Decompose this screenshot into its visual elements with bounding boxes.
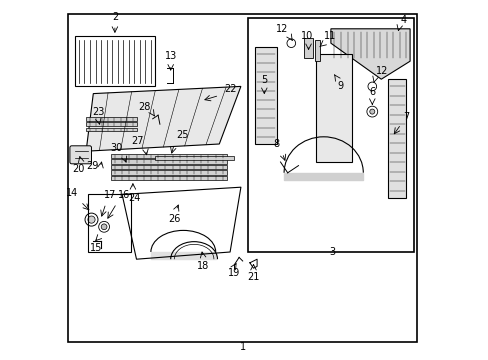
Bar <box>303 38 312 58</box>
Text: 13: 13 <box>164 51 177 61</box>
Polygon shape <box>387 79 406 198</box>
Text: 1: 1 <box>239 342 245 352</box>
Bar <box>86 117 136 121</box>
Bar <box>111 154 226 158</box>
Bar <box>86 128 136 131</box>
Bar <box>111 176 226 180</box>
Text: 27: 27 <box>131 136 143 146</box>
Bar <box>75 36 154 86</box>
Circle shape <box>85 213 98 226</box>
Circle shape <box>369 109 374 114</box>
Text: 10: 10 <box>301 31 313 41</box>
Text: 2: 2 <box>112 12 118 22</box>
Text: 20: 20 <box>73 164 85 174</box>
Circle shape <box>366 106 377 117</box>
Text: 24: 24 <box>128 193 141 203</box>
Bar <box>314 40 320 61</box>
Text: 26: 26 <box>168 214 180 224</box>
Bar <box>154 156 233 160</box>
Text: 29: 29 <box>86 161 99 171</box>
Text: 9: 9 <box>337 81 343 91</box>
Text: 23: 23 <box>92 107 104 117</box>
Bar <box>88 194 131 252</box>
Text: 4: 4 <box>400 15 406 25</box>
Polygon shape <box>86 86 241 151</box>
Text: 8: 8 <box>273 139 279 149</box>
Polygon shape <box>330 29 409 79</box>
Text: 19: 19 <box>228 268 240 278</box>
Circle shape <box>367 82 376 91</box>
Text: 3: 3 <box>329 247 335 257</box>
FancyBboxPatch shape <box>70 146 91 164</box>
Text: 15: 15 <box>90 243 102 253</box>
Text: 12: 12 <box>375 66 387 76</box>
Bar <box>247 18 413 252</box>
Text: 18: 18 <box>197 261 209 271</box>
Text: 16: 16 <box>118 190 130 200</box>
Circle shape <box>101 224 107 230</box>
Text: 25: 25 <box>176 130 188 140</box>
Circle shape <box>99 221 109 232</box>
Text: 6: 6 <box>368 87 375 97</box>
Bar <box>111 159 226 164</box>
Text: 28: 28 <box>138 102 151 112</box>
Polygon shape <box>316 54 352 162</box>
Polygon shape <box>255 47 276 144</box>
Circle shape <box>88 216 95 223</box>
Bar <box>111 170 226 175</box>
Bar <box>86 122 136 126</box>
Circle shape <box>286 39 295 48</box>
Text: 14: 14 <box>66 188 78 198</box>
Text: 21: 21 <box>247 272 259 282</box>
Text: 7: 7 <box>402 112 408 122</box>
Text: 17: 17 <box>104 190 116 200</box>
Text: 22: 22 <box>224 84 237 94</box>
Text: 11: 11 <box>323 31 335 41</box>
Text: 12: 12 <box>276 24 288 34</box>
Bar <box>111 165 226 169</box>
Text: 5: 5 <box>261 75 267 85</box>
Text: 30: 30 <box>110 143 122 153</box>
